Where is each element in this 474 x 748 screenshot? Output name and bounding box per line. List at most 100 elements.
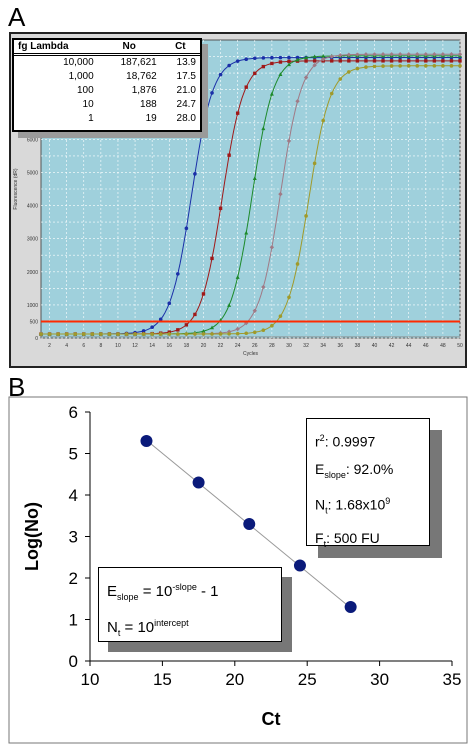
data-point [329, 91, 334, 96]
y-axis-label: Fluorescence (dR) [13, 168, 19, 209]
data-point [218, 72, 223, 77]
data-point [252, 330, 257, 335]
x-tick-label: 20 [225, 670, 244, 689]
data-point [184, 323, 189, 327]
data-point [287, 59, 291, 64]
y-tick-label: 6 [69, 403, 78, 422]
y-axis-label: Log(No) [22, 502, 42, 571]
data-point [184, 226, 189, 231]
data-point [287, 295, 291, 300]
data-point [90, 332, 95, 336]
data-point [261, 328, 266, 333]
table-header: No [97, 40, 161, 56]
data-point [397, 52, 403, 57]
data-point [244, 230, 249, 235]
y-tick-label: 1000 [27, 303, 38, 309]
x-tick-label: 36 [338, 343, 344, 349]
data-point [389, 59, 394, 63]
data-point [107, 332, 112, 336]
data-point [304, 55, 309, 60]
data-point [210, 332, 214, 336]
x-tick-label: 22 [218, 343, 224, 349]
data-point [432, 64, 437, 68]
x-tick-label: 34 [320, 343, 326, 349]
data-point [423, 64, 428, 68]
table-row: 10,000 187,621 13.9 [14, 55, 200, 71]
data-point [141, 329, 146, 333]
data-point [441, 59, 445, 63]
data-point [312, 62, 317, 68]
x-tick-label: 44 [406, 343, 412, 349]
data-point [295, 262, 300, 266]
formula-nt: Nt = 10intercept [107, 618, 189, 638]
data-point [244, 320, 249, 326]
data-point [261, 126, 266, 131]
data-point [293, 559, 306, 572]
x-tick-label: 20 [201, 343, 207, 349]
data-point [193, 172, 197, 176]
data-point [423, 52, 428, 57]
data-point [193, 312, 197, 317]
data-point [449, 52, 454, 57]
y-tick-label: 3 [69, 528, 78, 547]
data-point [116, 332, 120, 336]
panel-a-letter: A [8, 2, 26, 32]
efficiency-line: Eslope: 92.0% [315, 460, 394, 480]
data-point [158, 317, 163, 322]
x-tick-label: 18 [184, 343, 190, 349]
x-tick-label: 50 [457, 343, 463, 349]
data-point [227, 332, 231, 336]
data-point [270, 55, 274, 60]
data-point [364, 65, 368, 69]
data-point [47, 332, 52, 336]
x-tick-label: 30 [370, 670, 389, 689]
data-point [389, 64, 394, 68]
data-point [218, 332, 223, 336]
formula-box: Eslope = 10-slope - 1 Nt = 10intercept [98, 567, 282, 642]
data-point [56, 332, 60, 336]
data-point [133, 332, 137, 336]
y-tick-label: 6000 [27, 137, 38, 143]
data-point [235, 326, 240, 332]
x-tick-label: 42 [389, 343, 395, 349]
data-point [124, 332, 129, 336]
data-point [176, 328, 180, 332]
data-point [253, 71, 257, 76]
nt-line: Nt: 1.68x109 [315, 496, 391, 516]
data-point [278, 60, 283, 64]
data-point [278, 314, 283, 318]
y-tick-label: 1 [69, 611, 78, 630]
data-point [235, 111, 240, 115]
data-point [320, 57, 326, 62]
data-point [227, 153, 231, 157]
data-point [235, 331, 240, 336]
data-point [449, 64, 454, 68]
data-point [150, 332, 154, 336]
panel-b-frame [8, 396, 468, 744]
table-cell: 1,876 [131, 85, 157, 96]
table-cell: 18,762 [126, 71, 157, 82]
data-point [141, 332, 146, 336]
data-point [176, 272, 180, 276]
data-point [303, 75, 309, 80]
panel-b-letter: B [8, 372, 26, 402]
data-point [270, 323, 274, 328]
stats-box: r2: 0.9997 Eslope: 92.0% Nt: 1.68x109 Ft… [306, 418, 430, 549]
data-point [210, 91, 214, 95]
data-point [338, 53, 343, 58]
data-point [278, 191, 283, 197]
data-point [192, 476, 205, 489]
table-cell: 1 [88, 113, 94, 124]
data-point [432, 59, 437, 63]
data-point [295, 55, 300, 60]
data-point [39, 332, 43, 336]
x-axis-label: Cycles [243, 351, 259, 357]
data-point [449, 59, 454, 63]
data-point [424, 59, 428, 63]
x-tick-label: 26 [252, 343, 258, 349]
x-tick-label: 10 [115, 343, 121, 349]
data-point [398, 59, 402, 63]
data-point [295, 99, 300, 104]
x-tick-label: 4 [65, 343, 68, 349]
data-point [363, 52, 369, 57]
